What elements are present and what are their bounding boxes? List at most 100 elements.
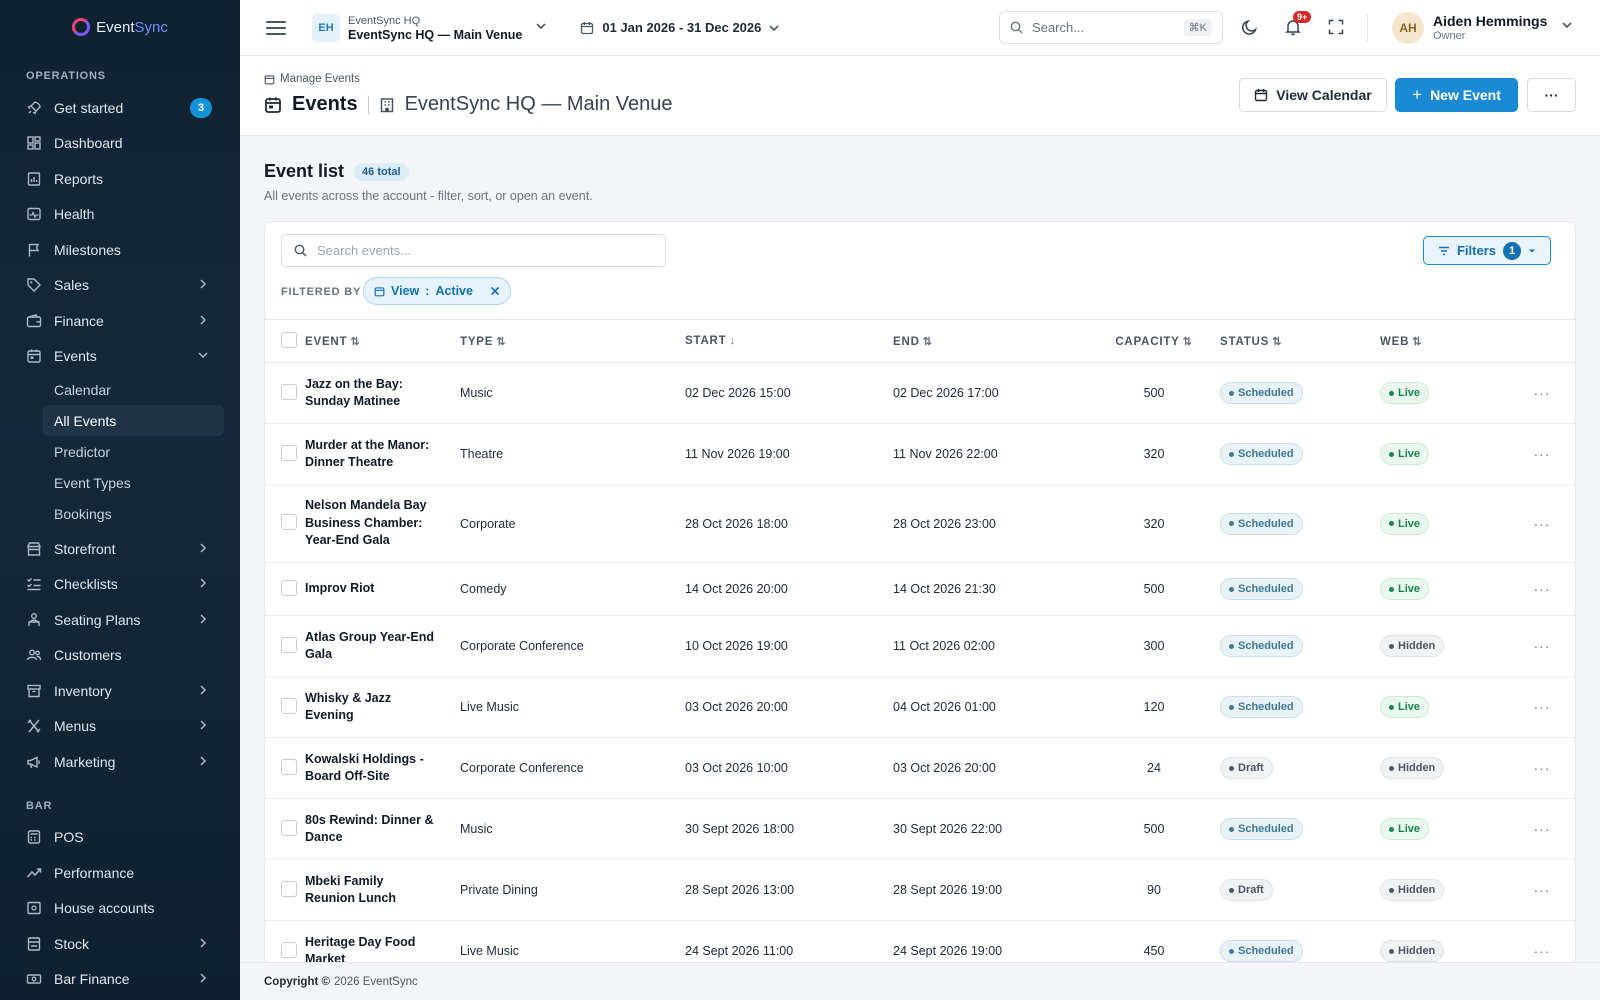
event-name-cell[interactable]: Kowalski Holdings - Board Off-Site: [305, 737, 460, 799]
row-checkbox[interactable]: [281, 579, 297, 596]
breadcrumb[interactable]: Manage Events: [264, 73, 360, 85]
event-name-cell[interactable]: Murder at the Manor: Dinner Theatre: [305, 423, 460, 485]
sidebar-item-finance[interactable]: Finance: [0, 303, 240, 339]
new-event-button[interactable]: + New Event: [1395, 78, 1518, 112]
event-name[interactable]: Kowalski Holdings - Board Off-Site: [305, 751, 424, 784]
column-end[interactable]: END ⇅: [893, 319, 1088, 363]
user-name[interactable]: Aiden Hemmings: [1433, 13, 1548, 29]
column-start[interactable]: START ↓: [685, 319, 893, 363]
row-more-icon[interactable]: ···: [1533, 581, 1551, 597]
event-name[interactable]: Improv Riot: [305, 581, 375, 596]
sidebar-subitem-calendar[interactable]: Calendar: [54, 381, 111, 398]
table-row[interactable]: Whisky & Jazz Evening Live Music 03 Oct …: [265, 676, 1575, 738]
sidebar-subitem-event-types[interactable]: Event Types: [54, 474, 131, 491]
row-more-icon[interactable]: ···: [1533, 638, 1551, 654]
row-checkbox[interactable]: [281, 636, 297, 653]
column-capacity[interactable]: CAPACITY ⇅: [1088, 319, 1220, 363]
row-checkbox[interactable]: [281, 880, 297, 897]
sidebar-item-house-accounts[interactable]: House accounts: [0, 891, 240, 927]
sidebar-item-milestones[interactable]: Milestones: [0, 232, 240, 268]
event-name-cell[interactable]: 80s Rewind: Dinner & Dance: [305, 798, 460, 860]
user-avatar[interactable]: AH: [1392, 12, 1424, 44]
event-name-cell[interactable]: Atlas Group Year-End Gala: [305, 615, 460, 677]
row-checkbox[interactable]: [281, 758, 297, 775]
sidebar-item-seating-plans[interactable]: Seating Plans: [0, 602, 240, 638]
sidebar-item-menus[interactable]: Menus: [0, 709, 240, 745]
brand-logo[interactable]: EventSync: [0, 0, 240, 54]
column-event[interactable]: EVENT ⇅: [305, 319, 460, 363]
more-actions-button[interactable]: ···: [1527, 78, 1576, 112]
event-name-cell[interactable]: Whisky & Jazz Evening: [305, 676, 460, 738]
sidebar-subitem-bookings[interactable]: Bookings: [54, 505, 112, 522]
row-checkbox[interactable]: [281, 697, 297, 714]
sidebar-item-bar-finance[interactable]: Bar Finance: [0, 962, 240, 998]
sidebar-item-sales[interactable]: Sales: [0, 268, 240, 304]
sidebar-item-dashboard[interactable]: Dashboard: [0, 126, 240, 162]
dark-mode-icon[interactable]: [1240, 17, 1260, 37]
global-search-input[interactable]: Search... ⌘K: [999, 11, 1223, 44]
select-all-checkbox[interactable]: [281, 331, 297, 348]
row-checkbox[interactable]: [281, 514, 297, 530]
table-row[interactable]: Nelson Mandela Bay Business Chamber: Yea…: [265, 484, 1575, 563]
column-type[interactable]: TYPE ⇅: [460, 319, 685, 363]
column-web[interactable]: WEB ⇅: [1380, 319, 1507, 363]
row-checkbox[interactable]: [281, 383, 297, 400]
notification-bell-icon[interactable]: 9+: [1283, 11, 1312, 37]
table-row[interactable]: Murder at the Manor: Dinner Theatre Thea…: [265, 423, 1575, 485]
event-name[interactable]: Nelson Mandela Bay Business Chamber: Yea…: [305, 498, 427, 548]
sidebar-item-marketing[interactable]: Marketing: [0, 744, 240, 780]
sidebar-item-reports[interactable]: Reports: [0, 161, 240, 197]
row-more-icon[interactable]: ···: [1533, 943, 1551, 959]
event-name[interactable]: Jazz on the Bay: Sunday Matinee: [305, 376, 403, 409]
event-name-cell[interactable]: Improv Riot: [305, 562, 460, 616]
event-name[interactable]: Mbeki Family Reunion Lunch: [305, 873, 396, 906]
row-more-icon[interactable]: ···: [1533, 446, 1551, 462]
event-name-cell[interactable]: Mbeki Family Reunion Lunch: [305, 859, 460, 921]
sidebar-item-events[interactable]: Events: [0, 339, 240, 375]
sidebar-item-storefront[interactable]: Storefront: [0, 531, 240, 567]
event-name[interactable]: Atlas Group Year-End Gala: [305, 629, 434, 662]
chevron-down-icon[interactable]: [536, 21, 546, 34]
event-name[interactable]: 80s Rewind: Dinner & Dance: [305, 812, 434, 845]
row-more-icon[interactable]: ···: [1533, 821, 1551, 837]
row-checkbox[interactable]: [281, 941, 297, 958]
view-calendar-button[interactable]: View Calendar: [1239, 78, 1387, 112]
filters-button[interactable]: Filters 1: [1423, 236, 1551, 265]
table-row[interactable]: Jazz on the Bay: Sunday Matinee Music 02…: [265, 362, 1575, 424]
row-more-icon[interactable]: ···: [1533, 882, 1551, 898]
close-icon[interactable]: [490, 283, 500, 299]
sidebar-item-checklists[interactable]: Checklists: [0, 567, 240, 603]
event-name-cell[interactable]: Jazz on the Bay: Sunday Matinee: [305, 362, 460, 424]
row-more-icon[interactable]: ···: [1533, 515, 1551, 532]
sidebar-subitem-all-events[interactable]: All Events: [43, 405, 224, 436]
sidebar-item-performance[interactable]: Performance: [0, 855, 240, 891]
row-checkbox[interactable]: [281, 819, 297, 836]
table-row[interactable]: Mbeki Family Reunion Lunch Private Dinin…: [265, 859, 1575, 921]
sidebar-item-health[interactable]: Health: [0, 197, 240, 233]
event-name[interactable]: Murder at the Manor: Dinner Theatre: [305, 437, 430, 470]
venue-avatar[interactable]: EH: [312, 13, 340, 42]
sidebar-item-get-started[interactable]: Get started 3: [0, 90, 240, 126]
menu-toggle-icon[interactable]: [266, 20, 286, 35]
chevron-down-icon[interactable]: [1562, 20, 1572, 33]
sidebar-item-stock[interactable]: Stock: [0, 926, 240, 962]
active-filter-chip[interactable]: View : Active: [363, 277, 511, 305]
row-more-icon[interactable]: ···: [1533, 760, 1551, 776]
row-more-icon[interactable]: ···: [1533, 699, 1551, 715]
sidebar-subitem-predictor[interactable]: Predictor: [54, 443, 111, 460]
sidebar-item-customers[interactable]: Customers: [0, 638, 240, 674]
date-range-picker[interactable]: 01 Jan 2026 - 31 Dec 2026: [580, 20, 779, 35]
table-row[interactable]: Improv Riot Comedy 14 Oct 2026 20:00 14 …: [265, 562, 1575, 616]
table-row[interactable]: 80s Rewind: Dinner & Dance Music 30 Sept…: [265, 798, 1575, 860]
sidebar-item-inventory[interactable]: Inventory: [0, 673, 240, 709]
row-more-icon[interactable]: ···: [1533, 385, 1551, 401]
venue-switcher[interactable]: EventSync HQ EventSync HQ — Main Venue: [348, 14, 522, 42]
fullscreen-icon[interactable]: [1326, 17, 1346, 37]
row-checkbox[interactable]: [281, 444, 297, 461]
event-name[interactable]: Whisky & Jazz Evening: [305, 690, 392, 723]
event-name-cell[interactable]: Nelson Mandela Bay Business Chamber: Yea…: [305, 484, 460, 563]
event-search-input[interactable]: Search events...: [281, 234, 666, 267]
column-status[interactable]: STATUS ⇅: [1220, 319, 1380, 363]
table-row[interactable]: Atlas Group Year-End Gala Corporate Conf…: [265, 615, 1575, 677]
sidebar-item-pos[interactable]: POS: [0, 820, 240, 856]
